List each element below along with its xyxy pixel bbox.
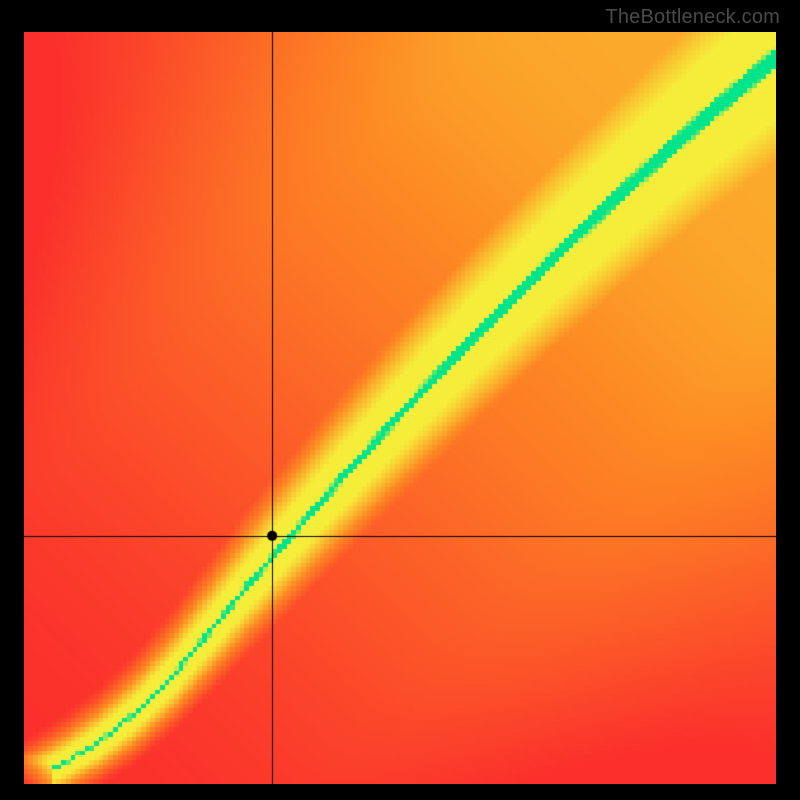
crosshair-overlay [24, 32, 776, 784]
watermark-label: TheBottleneck.com [605, 6, 780, 29]
chart-frame: TheBottleneck.com [0, 0, 800, 800]
